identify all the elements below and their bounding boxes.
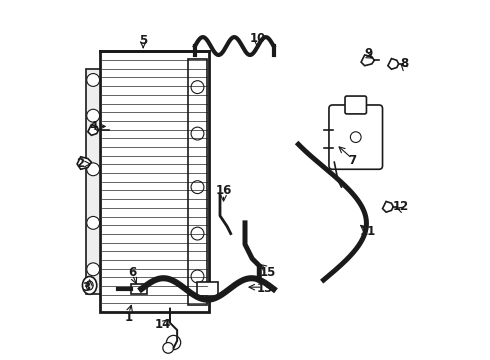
Text: 5: 5 <box>139 34 147 47</box>
Bar <box>197 282 218 296</box>
Text: 11: 11 <box>360 225 376 238</box>
Polygon shape <box>77 157 92 169</box>
Text: 14: 14 <box>155 318 171 331</box>
Ellipse shape <box>82 276 97 294</box>
Text: 8: 8 <box>400 57 408 71</box>
Text: 4: 4 <box>89 120 98 133</box>
Polygon shape <box>361 55 374 66</box>
Ellipse shape <box>86 281 93 290</box>
Text: 1: 1 <box>125 311 133 324</box>
Bar <box>100 51 209 312</box>
Circle shape <box>87 109 99 122</box>
Circle shape <box>191 127 204 140</box>
Text: 3: 3 <box>82 281 90 294</box>
Text: 12: 12 <box>392 200 409 213</box>
Text: 10: 10 <box>249 32 266 45</box>
Text: 7: 7 <box>348 154 356 167</box>
Circle shape <box>87 73 99 86</box>
Text: 6: 6 <box>128 266 137 279</box>
Circle shape <box>163 342 173 353</box>
Bar <box>131 284 147 294</box>
Text: 16: 16 <box>216 184 232 197</box>
Circle shape <box>87 163 99 176</box>
Text: 2: 2 <box>76 157 85 170</box>
Circle shape <box>191 181 204 194</box>
Circle shape <box>191 227 204 240</box>
Circle shape <box>87 263 99 276</box>
Text: 13: 13 <box>257 283 273 296</box>
Circle shape <box>191 270 204 283</box>
Circle shape <box>87 216 99 229</box>
Bar <box>188 59 207 305</box>
Circle shape <box>191 81 204 94</box>
Text: 15: 15 <box>260 266 276 279</box>
Circle shape <box>350 132 361 143</box>
FancyBboxPatch shape <box>329 105 383 169</box>
Polygon shape <box>88 125 98 135</box>
Polygon shape <box>383 202 393 212</box>
FancyBboxPatch shape <box>345 96 367 114</box>
Bar <box>86 69 100 294</box>
Polygon shape <box>388 59 398 69</box>
Text: 9: 9 <box>364 47 372 60</box>
Circle shape <box>167 336 181 350</box>
